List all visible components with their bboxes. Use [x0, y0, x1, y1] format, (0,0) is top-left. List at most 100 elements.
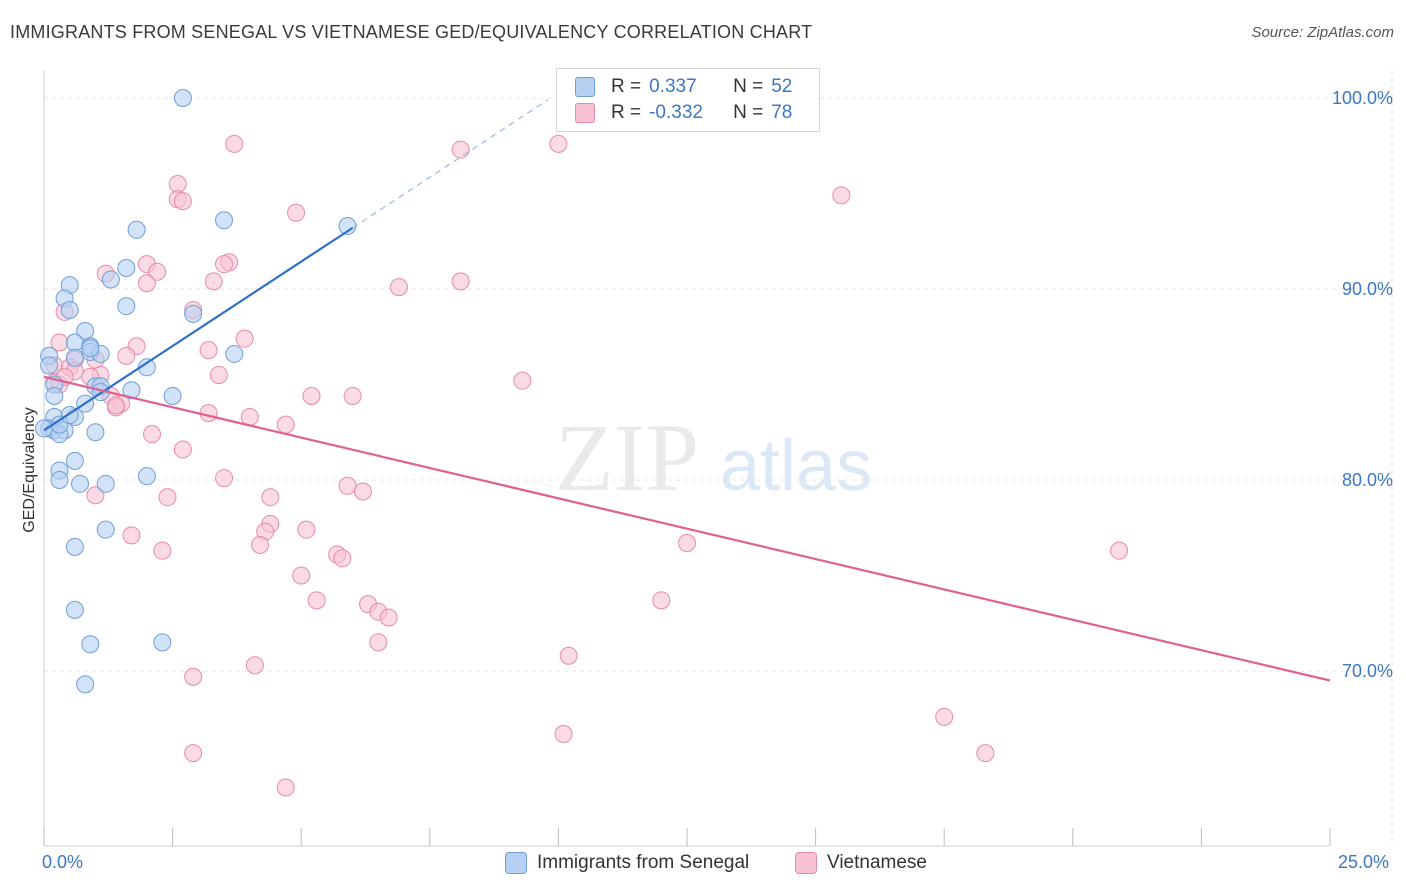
senegal-trend-line: [43, 226, 354, 432]
y-axis-label: GED/Equivalency: [21, 407, 38, 533]
senegal-point: [96, 474, 115, 493]
y-tick-label: 90.0%: [1342, 279, 1393, 299]
vietnamese-point: [199, 404, 218, 423]
y-tick-label: 100.0%: [1332, 88, 1393, 108]
senegal-legend-label: Immigrants from Senegal: [537, 852, 750, 873]
senegal-point: [127, 220, 146, 239]
vietnamese-legend-swatch: [795, 852, 817, 874]
vietnamese-point: [333, 549, 352, 568]
senegal-point: [96, 520, 115, 539]
vietnamese-point: [353, 482, 372, 501]
vietnamese-point: [184, 667, 203, 686]
x-tick-label-min: 0.0%: [42, 852, 84, 872]
senegal-point: [45, 386, 64, 405]
vietnamese-point: [153, 541, 172, 560]
vietnamese-point: [173, 192, 192, 211]
vietnamese-point: [86, 486, 105, 505]
vietnamese-point: [199, 341, 218, 360]
senegal-point: [81, 635, 100, 654]
gridlines: [44, 70, 1393, 846]
vietnamese-point: [307, 591, 326, 610]
watermark: ZIP atlas: [555, 404, 872, 511]
senegal-swatch: [575, 77, 595, 97]
r-value: -0.332: [649, 102, 703, 123]
senegal-point: [65, 600, 84, 619]
vietnamese-point: [184, 744, 203, 763]
legend-item-vietnamese: Vietnamese: [795, 852, 927, 874]
vietnamese-point: [832, 186, 851, 205]
senegal-point: [65, 333, 84, 352]
vietnamese-point: [215, 469, 234, 488]
vietnamese-point: [513, 371, 532, 390]
senegal-legend-swatch: [505, 852, 527, 874]
axes: [43, 70, 1331, 847]
senegal-point: [40, 356, 59, 375]
senegal-point: [163, 386, 182, 405]
senegal-point: [184, 304, 203, 323]
vietnamese-point: [1110, 541, 1129, 560]
vietnamese-point: [204, 272, 223, 291]
n-value: 52: [771, 76, 793, 97]
y-tick-label: 70.0%: [1342, 661, 1393, 681]
r-label: R =: [611, 102, 642, 123]
correlation-legend: R = 0.337 N = 52 R = -0.332 N = 78: [556, 68, 820, 132]
senegal-point: [76, 675, 95, 694]
senegal-point: [65, 451, 84, 470]
vietnamese-point: [369, 633, 388, 652]
senegal-trend-extension: [352, 99, 549, 229]
senegal-point: [117, 258, 136, 277]
senegal-point: [60, 301, 79, 320]
vietnamese-point: [261, 488, 280, 507]
vietnamese-point: [297, 520, 316, 539]
senegal-point: [215, 211, 234, 230]
trend-layer: [43, 99, 1331, 682]
vietnamese-point: [143, 425, 162, 444]
legend-item-senegal: Immigrants from Senegal: [505, 852, 749, 874]
senegal-point: [173, 89, 192, 107]
vietnamese-point: [168, 174, 187, 193]
senegal-point: [65, 348, 84, 367]
vietnamese-point: [225, 134, 244, 153]
series-layer: [35, 89, 1129, 797]
vietnamese-point: [245, 656, 264, 675]
vietnamese-point: [678, 534, 696, 553]
senegal-point: [153, 633, 172, 652]
vietnamese-point: [251, 535, 270, 554]
vietnamese-point: [117, 346, 136, 365]
vietnamese-point: [107, 396, 126, 415]
vietnamese-point: [215, 255, 234, 274]
senegal-point: [71, 474, 90, 493]
vietnamese-swatch: [575, 103, 595, 123]
y-tick-labels: 70.0% 80.0% 90.0% 100.0%: [1332, 88, 1393, 681]
senegal-point: [122, 381, 141, 400]
vietnamese-point: [276, 778, 295, 797]
n-value: 78: [771, 102, 793, 123]
vietnamese-point: [451, 272, 470, 291]
vietnamese-point: [379, 608, 398, 627]
vietnamese-point: [652, 591, 671, 610]
watermark-zip: ZIP: [555, 404, 699, 511]
senegal-point: [50, 471, 69, 489]
vietnamese-trend-line: [43, 375, 1331, 682]
vietnamese-point: [302, 386, 321, 405]
vietnamese-point: [122, 526, 141, 545]
senegal-point: [86, 423, 105, 442]
vietnamese-point: [389, 278, 408, 297]
senegal-point: [65, 537, 84, 556]
senegal-point: [117, 297, 136, 316]
vietnamese-point: [343, 386, 362, 405]
senegal-point: [137, 467, 156, 486]
vietnamese-point: [451, 140, 470, 159]
y-tick-label: 80.0%: [1342, 470, 1393, 490]
vietnamese-point: [559, 646, 578, 665]
vietnamese-point: [137, 274, 156, 293]
vietnamese-point: [338, 476, 357, 495]
vietnamese-point: [292, 566, 311, 585]
vietnamese-point: [554, 725, 573, 744]
vietnamese-point: [549, 134, 568, 153]
vietnamese-point: [276, 415, 295, 434]
vietnamese-point: [148, 262, 167, 281]
vietnamese-point: [976, 744, 995, 763]
vietnamese-point: [173, 440, 192, 459]
